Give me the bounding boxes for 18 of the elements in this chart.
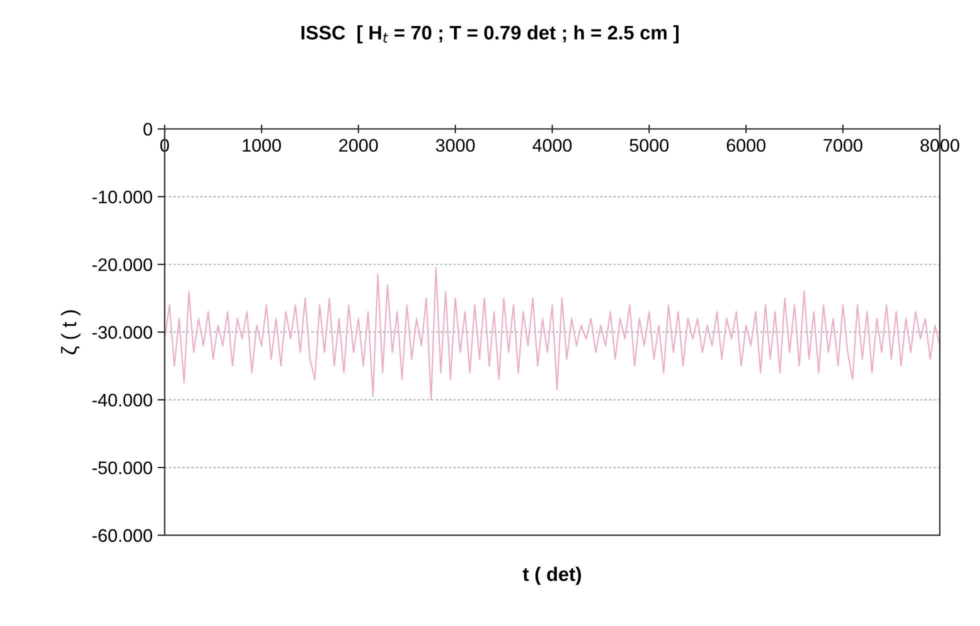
x-tick-label: 1000 xyxy=(242,138,281,152)
x-tick-label: 7000 xyxy=(824,138,862,152)
y-tick-label: -40.000 xyxy=(92,394,152,407)
y-tick-label: -60.000 xyxy=(92,529,152,542)
y-tick-label: -50.000 xyxy=(92,461,152,474)
y-tick-label: 0 xyxy=(144,122,152,136)
chart-title: ISSC [ H$_{t}$ = 70 ; T = 0.79 det ; h = 2.5 cm ] xyxy=(302,25,679,44)
line-series xyxy=(164,267,940,400)
x-tick-label: 6000 xyxy=(726,138,766,152)
x-tick-label: 4000 xyxy=(532,138,572,152)
x-tick-label: 2000 xyxy=(339,138,378,152)
y-tick-label: -20.000 xyxy=(92,258,152,272)
x-tick-label: 3000 xyxy=(436,138,475,152)
y-tick-label: -10.000 xyxy=(92,190,152,204)
y-axis-title: ζ ( t ) xyxy=(61,310,80,354)
y-tick-label: -30.000 xyxy=(92,326,152,339)
x-axis-title: t ( det) xyxy=(522,566,581,585)
x-tick-label: 5000 xyxy=(630,138,669,152)
